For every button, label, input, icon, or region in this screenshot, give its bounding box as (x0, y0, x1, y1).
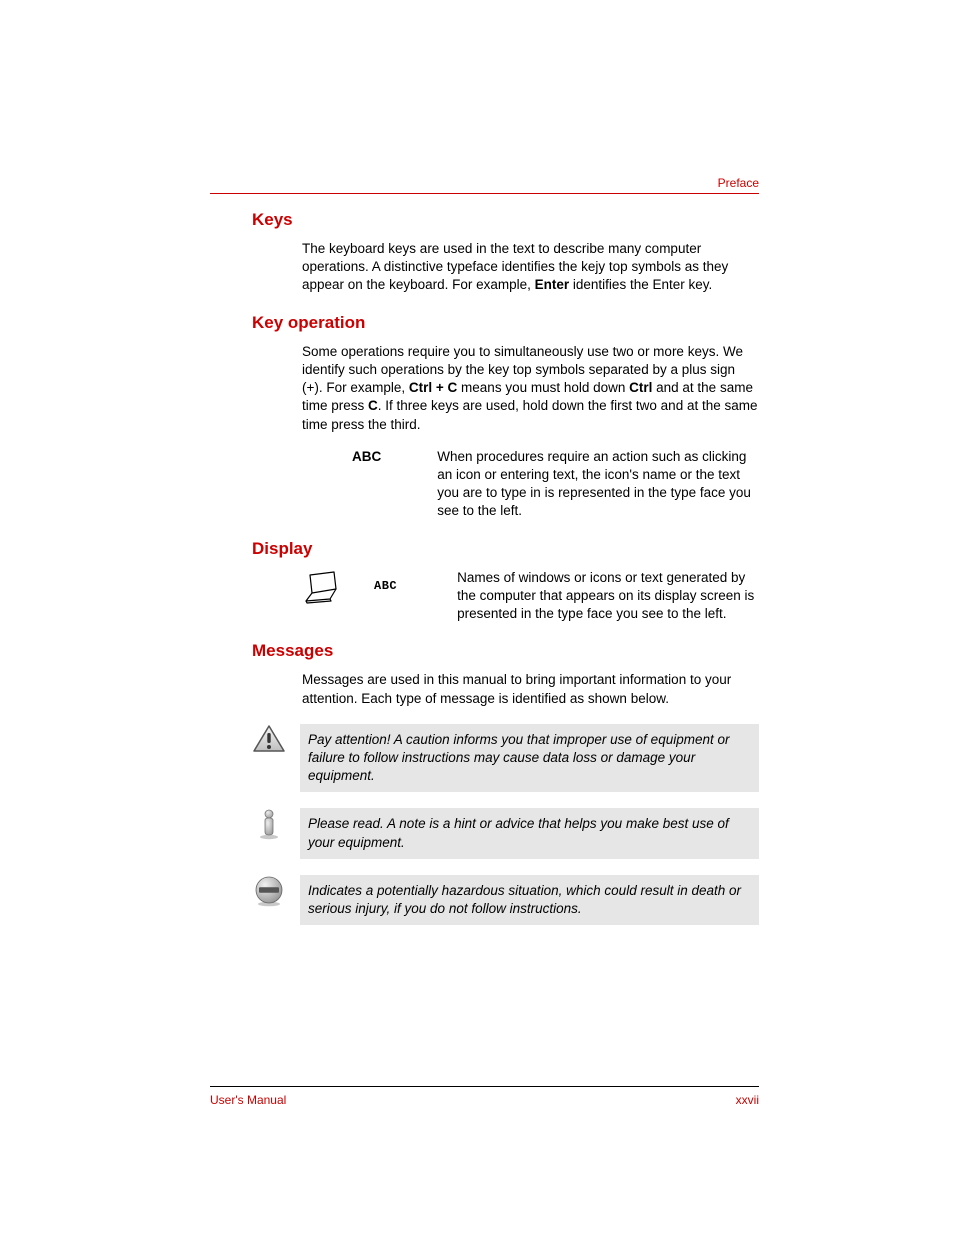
heading-messages: Messages (252, 641, 759, 661)
key-operation-paragraph: Some operations require you to simultane… (302, 343, 759, 434)
info-icon (252, 808, 286, 840)
text-fragment: means you must hold down (457, 380, 629, 395)
header-section-label: Preface (718, 176, 759, 190)
key-name-enter: Enter (535, 277, 570, 292)
heading-key-operation: Key operation (252, 313, 759, 333)
footer-page-number: xxvii (736, 1093, 759, 1107)
abc-typeface-label: ABC (352, 448, 381, 521)
message-caution: Pay attention! A caution informs you tha… (252, 724, 759, 793)
display-typeface-desc: Names of windows or icons or text genera… (457, 569, 759, 624)
heading-display: Display (252, 539, 759, 559)
abc-example-row: ABC When procedures require an action su… (352, 448, 759, 521)
message-note-text: Please read. A note is a hint or advice … (300, 808, 759, 858)
page-content: Keys The keyboard keys are used in the t… (252, 210, 759, 925)
text-fragment: identifies the Enter key. (569, 277, 712, 292)
caution-icon (252, 724, 286, 754)
message-note: Please read. A note is a hint or advice … (252, 808, 759, 858)
display-example-row: ABC Names of windows or icons or text ge… (302, 569, 759, 624)
header-rule (210, 193, 759, 194)
key-name-c: C (368, 398, 378, 413)
message-hazard: Indicates a potentially hazardous situat… (252, 875, 759, 925)
key-combo-ctrl-c: Ctrl + C (409, 380, 457, 395)
manual-page: Preface Keys The keyboard keys are used … (0, 0, 954, 1235)
key-name-ctrl: Ctrl (629, 380, 652, 395)
messages-intro: Messages are used in this manual to brin… (302, 671, 759, 707)
hazard-icon (252, 875, 286, 907)
abc-typeface-desc: When procedures require an action such a… (437, 448, 759, 521)
message-hazard-text: Indicates a potentially hazardous situat… (300, 875, 759, 925)
heading-keys: Keys (252, 210, 759, 230)
display-typeface-label: ABC (374, 569, 397, 593)
laptop-icon (302, 569, 344, 610)
keys-paragraph: The keyboard keys are used in the text t… (302, 240, 759, 295)
footer-rule (210, 1086, 759, 1087)
message-caution-text: Pay attention! A caution informs you tha… (300, 724, 759, 793)
footer-manual-label: User's Manual (210, 1093, 286, 1107)
